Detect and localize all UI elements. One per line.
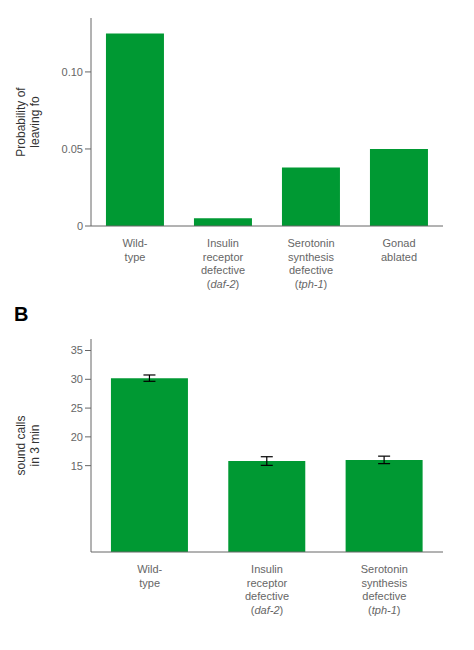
svg-text:Serotoninsynthesisdefective(tp: Serotoninsynthesisdefective(tph-1): [287, 237, 334, 290]
svg-text:0.05: 0.05: [62, 143, 83, 155]
svg-text:25: 25: [71, 402, 83, 414]
svg-text:Probability ofleaving fo: Probability ofleaving fo: [14, 87, 42, 157]
svg-text:15: 15: [71, 460, 83, 472]
svg-text:20: 20: [71, 431, 83, 443]
svg-text:0: 0: [77, 220, 83, 232]
svg-text:Wild-type: Wild-type: [137, 563, 162, 589]
html-text:B: B: [14, 303, 29, 325]
svg-text:Insulinreceptordefective(daf-2: Insulinreceptordefective(daf-2): [201, 237, 245, 290]
svg-text:Wild-type: Wild-type: [122, 237, 147, 263]
svg-text:35: 35: [71, 344, 83, 356]
svg-text:Gonadablated: Gonadablated: [381, 237, 417, 263]
svg-text:Serotoninsynthesisdefective(tp: Serotoninsynthesisdefective(tph-1): [361, 563, 408, 616]
svg-text:sound callsin 3 min: sound callsin 3 min: [14, 415, 42, 475]
svg-text:Insulinreceptordefective(daf-2: Insulinreceptordefective(daf-2): [245, 563, 289, 616]
svg-text:30: 30: [71, 373, 83, 385]
svg-text:0.10: 0.10: [62, 66, 83, 78]
